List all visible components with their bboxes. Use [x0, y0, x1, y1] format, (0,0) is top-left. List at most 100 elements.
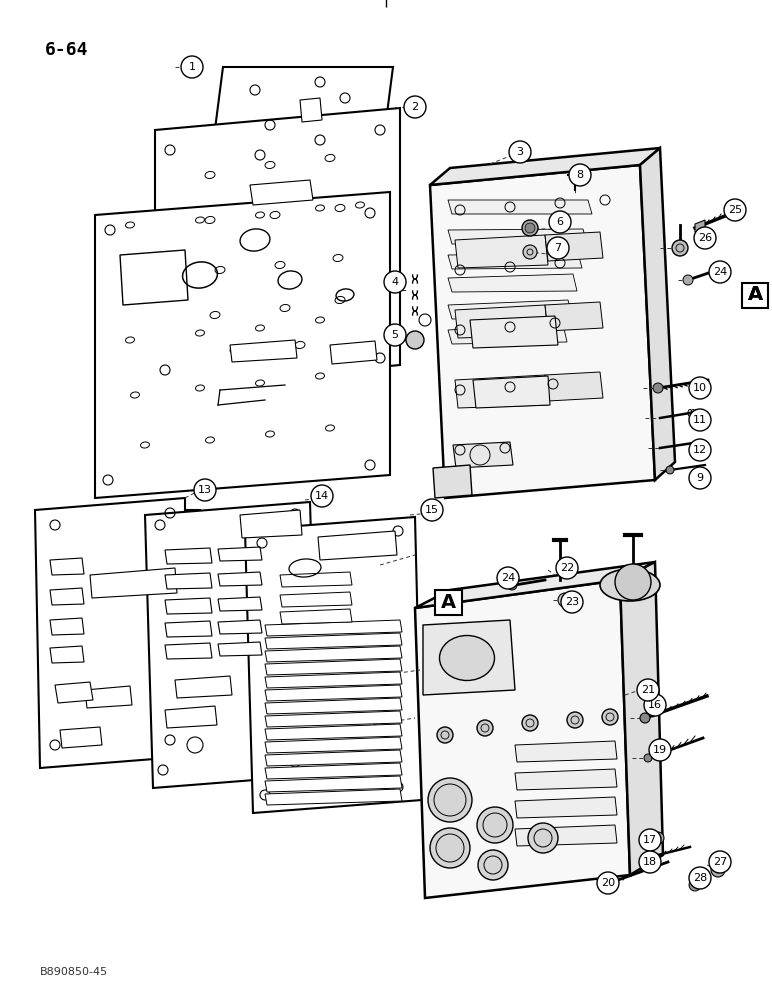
Circle shape: [528, 823, 558, 853]
Circle shape: [428, 778, 472, 822]
Polygon shape: [470, 316, 558, 348]
Circle shape: [477, 720, 493, 736]
Polygon shape: [95, 192, 390, 498]
Circle shape: [507, 580, 517, 590]
Circle shape: [689, 409, 711, 431]
Polygon shape: [423, 620, 515, 695]
Polygon shape: [695, 220, 705, 232]
Circle shape: [689, 879, 701, 891]
Circle shape: [522, 220, 538, 236]
Text: 7: 7: [554, 243, 561, 253]
Polygon shape: [515, 741, 617, 762]
Ellipse shape: [600, 569, 660, 601]
Circle shape: [556, 557, 578, 579]
Polygon shape: [265, 750, 402, 766]
Text: 12: 12: [693, 445, 707, 455]
Circle shape: [709, 261, 731, 283]
Polygon shape: [60, 727, 102, 748]
Circle shape: [689, 467, 711, 489]
Circle shape: [597, 872, 619, 894]
Circle shape: [567, 712, 583, 728]
Text: 24: 24: [713, 267, 727, 277]
Polygon shape: [90, 568, 177, 598]
Polygon shape: [265, 620, 402, 636]
Polygon shape: [218, 547, 262, 561]
Circle shape: [525, 223, 535, 233]
Circle shape: [652, 832, 664, 844]
Polygon shape: [330, 341, 377, 364]
Polygon shape: [448, 274, 577, 292]
Circle shape: [478, 850, 508, 880]
Polygon shape: [210, 67, 393, 168]
Polygon shape: [265, 659, 402, 675]
Polygon shape: [448, 300, 572, 319]
Text: 14: 14: [315, 491, 329, 501]
Polygon shape: [55, 682, 93, 703]
Circle shape: [724, 199, 746, 221]
Polygon shape: [430, 148, 660, 185]
Circle shape: [694, 227, 716, 249]
Polygon shape: [265, 789, 402, 805]
Polygon shape: [280, 572, 352, 587]
Polygon shape: [155, 108, 400, 388]
Polygon shape: [265, 711, 402, 727]
Circle shape: [644, 694, 666, 716]
Polygon shape: [435, 590, 462, 615]
Polygon shape: [265, 646, 402, 662]
Polygon shape: [50, 646, 84, 663]
Circle shape: [421, 499, 443, 521]
Text: 20: 20: [601, 878, 615, 888]
Circle shape: [477, 807, 513, 843]
Polygon shape: [265, 763, 402, 779]
Circle shape: [509, 141, 531, 163]
Text: 10: 10: [693, 383, 707, 393]
Polygon shape: [165, 643, 212, 659]
Text: A: A: [747, 286, 763, 304]
Polygon shape: [318, 531, 397, 560]
Polygon shape: [240, 510, 302, 538]
Polygon shape: [245, 517, 422, 813]
Text: 22: 22: [560, 563, 574, 573]
Circle shape: [558, 593, 572, 607]
Text: 8: 8: [577, 170, 584, 180]
Polygon shape: [545, 232, 603, 261]
Polygon shape: [35, 498, 205, 768]
Polygon shape: [448, 324, 567, 344]
Polygon shape: [280, 592, 352, 607]
Text: 4: 4: [391, 277, 398, 287]
Polygon shape: [265, 776, 402, 792]
Polygon shape: [620, 562, 663, 875]
Polygon shape: [250, 180, 313, 205]
Polygon shape: [218, 572, 262, 586]
Polygon shape: [448, 200, 592, 214]
Circle shape: [437, 727, 453, 743]
Circle shape: [569, 164, 591, 186]
Polygon shape: [165, 706, 217, 728]
Polygon shape: [455, 305, 548, 338]
Circle shape: [561, 591, 583, 613]
Polygon shape: [265, 672, 402, 688]
Polygon shape: [265, 698, 402, 714]
Circle shape: [311, 485, 333, 507]
Circle shape: [639, 829, 661, 851]
Polygon shape: [218, 597, 262, 611]
Text: A: A: [747, 286, 763, 304]
Polygon shape: [50, 558, 84, 575]
Text: 3: 3: [516, 147, 523, 157]
Polygon shape: [453, 442, 513, 468]
Circle shape: [711, 863, 725, 877]
Polygon shape: [165, 598, 212, 614]
Polygon shape: [545, 372, 603, 401]
Polygon shape: [165, 573, 212, 589]
Text: B890850-45: B890850-45: [40, 967, 108, 977]
Circle shape: [689, 867, 711, 889]
Text: A: A: [441, 592, 455, 611]
Circle shape: [602, 709, 618, 725]
Circle shape: [384, 324, 406, 346]
Polygon shape: [120, 250, 188, 305]
Text: 16: 16: [648, 700, 662, 710]
Circle shape: [522, 715, 538, 731]
Text: 28: 28: [693, 873, 707, 883]
Circle shape: [644, 754, 652, 762]
Circle shape: [689, 377, 711, 399]
